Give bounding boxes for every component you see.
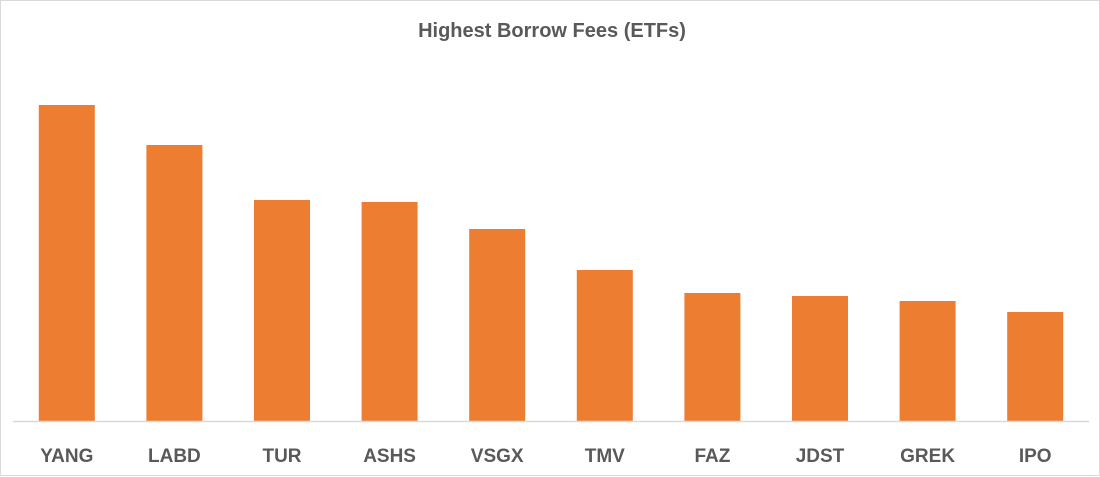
x-tick-label-yang: YANG (40, 446, 93, 467)
bar-ashs (361, 202, 418, 421)
bar-ipo (1007, 312, 1064, 421)
bar-faz (684, 293, 741, 421)
bar-jdst (792, 296, 848, 421)
bar-labd (146, 145, 203, 421)
x-tick-label-tur: TUR (262, 446, 301, 467)
x-tick-label-ashs: ASHS (363, 446, 416, 467)
chart-title: Highest Borrow Fees (ETFs) (418, 20, 686, 42)
x-tick-labels: YANG LABD TUR ASHS VSGX TMV FAZ JDST GREK IPO (40, 446, 1051, 467)
x-tick-label-labd: LABD (148, 446, 201, 467)
bar-tur (254, 200, 310, 421)
bar-yang (38, 105, 95, 421)
x-tick-label-grek: GREK (900, 446, 955, 467)
x-tick-label-jdst: JDST (796, 446, 845, 467)
bar-grek (899, 301, 956, 421)
x-tick-label-vsgx: VSGX (471, 446, 524, 467)
x-tick-label-faz: FAZ (694, 446, 730, 467)
bar-vsgx (469, 229, 526, 421)
bar-tmv (576, 270, 633, 421)
x-tick-label-ipo: IPO (1019, 446, 1052, 467)
bars-group (38, 105, 1064, 421)
x-tick-label-tmv: TMV (585, 446, 625, 467)
